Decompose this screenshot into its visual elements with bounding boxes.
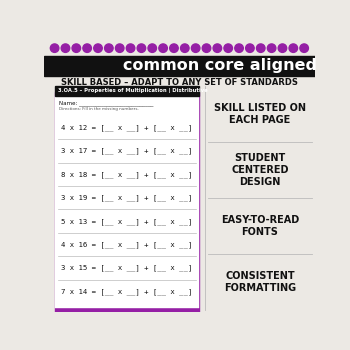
- Text: 4 x 12 = [__ x __] + [__ x __]: 4 x 12 = [__ x __] + [__ x __]: [62, 124, 193, 131]
- Text: 8 x 18 = [__ x __] + [__ x __]: 8 x 18 = [__ x __] + [__ x __]: [62, 171, 193, 178]
- Circle shape: [191, 44, 200, 52]
- Circle shape: [105, 44, 113, 52]
- Circle shape: [94, 44, 102, 52]
- Text: 7 x 14 = [__ x __] + [__ x __]: 7 x 14 = [__ x __] + [__ x __]: [62, 288, 193, 295]
- Circle shape: [235, 44, 243, 52]
- Circle shape: [181, 44, 189, 52]
- Circle shape: [50, 44, 59, 52]
- Circle shape: [246, 44, 254, 52]
- Circle shape: [170, 44, 178, 52]
- Text: 4 x 16 = [__ x __] + [__ x __]: 4 x 16 = [__ x __] + [__ x __]: [62, 241, 193, 248]
- Circle shape: [213, 44, 222, 52]
- Bar: [55, 86, 199, 96]
- Text: Name: ___________________________: Name: ___________________________: [59, 100, 154, 106]
- Circle shape: [224, 44, 232, 52]
- Bar: [55, 86, 199, 308]
- Text: 3.OA.5 – Properties of Multiplication | Distributive: 3.OA.5 – Properties of Multiplication | …: [58, 89, 208, 93]
- Text: 3 x 17 = [__ x __] + [__ x __]: 3 x 17 = [__ x __] + [__ x __]: [62, 148, 193, 154]
- Circle shape: [83, 44, 91, 52]
- Circle shape: [267, 44, 276, 52]
- Text: 3 x 15 = [__ x __] + [__ x __]: 3 x 15 = [__ x __] + [__ x __]: [62, 265, 193, 271]
- Circle shape: [126, 44, 135, 52]
- Text: 3 x 19 = [__ x __] + [__ x __]: 3 x 19 = [__ x __] + [__ x __]: [62, 194, 193, 201]
- Text: CONSISTENT
FORMATTING: CONSISTENT FORMATTING: [224, 271, 296, 293]
- Circle shape: [61, 44, 70, 52]
- Circle shape: [137, 44, 146, 52]
- Text: SKILL LISTED ON
EACH PAGE: SKILL LISTED ON EACH PAGE: [214, 103, 306, 125]
- Text: 5 x 13 = [__ x __] + [__ x __]: 5 x 13 = [__ x __] + [__ x __]: [62, 218, 193, 225]
- Text: SKILL BASED – ADAPT TO ANY SET OF STANDARDS: SKILL BASED – ADAPT TO ANY SET OF STANDA…: [61, 78, 298, 86]
- Text: common core aligned: common core aligned: [123, 58, 317, 74]
- Circle shape: [300, 44, 308, 52]
- Circle shape: [278, 44, 287, 52]
- Circle shape: [72, 44, 80, 52]
- Bar: [44, 56, 315, 76]
- Circle shape: [289, 44, 298, 52]
- Circle shape: [148, 44, 156, 52]
- Text: STUDENT
CENTERED
DESIGN: STUDENT CENTERED DESIGN: [231, 153, 289, 187]
- Circle shape: [202, 44, 211, 52]
- Text: Directions: Fill in the missing numbers.: Directions: Fill in the missing numbers.: [59, 107, 139, 111]
- Circle shape: [159, 44, 167, 52]
- Bar: [55, 92, 199, 314]
- Circle shape: [116, 44, 124, 52]
- Text: EASY-TO-READ
FONTS: EASY-TO-READ FONTS: [221, 215, 299, 237]
- Circle shape: [257, 44, 265, 52]
